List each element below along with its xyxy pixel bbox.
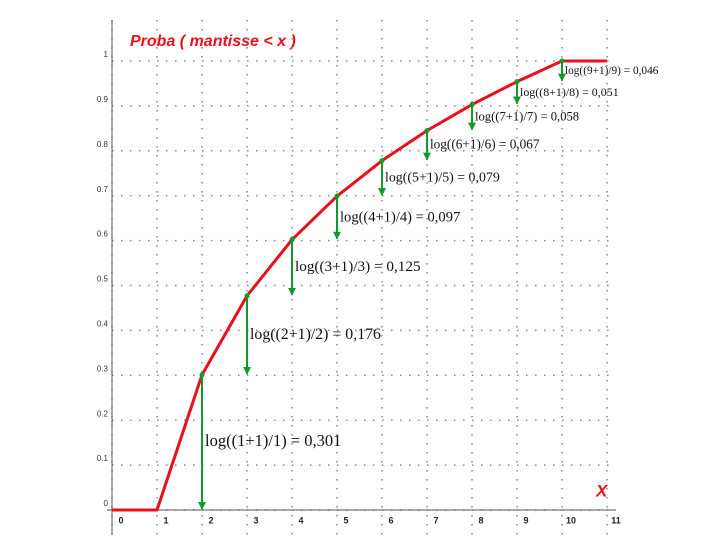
arrow-dot: [559, 58, 565, 64]
arrow-dot: [379, 158, 385, 164]
x-tick-label: 9: [523, 515, 528, 525]
y-tick-label: 0.9: [97, 95, 109, 104]
chart-title: Proba ( mantisse < x ): [130, 33, 296, 50]
annotation: log((5+1)/5) = 0,079: [385, 171, 500, 186]
y-tick-label: 0.8: [97, 140, 109, 149]
y-tick-label: 0: [104, 499, 109, 508]
curve: [112, 59, 607, 512]
y-tick-label: 1: [104, 50, 109, 59]
y-tick-label: 0.5: [97, 275, 109, 284]
annotation: log((9+1)/9) = 0,046: [565, 65, 659, 77]
annotation: log((1+1)/1) = 0,301: [205, 431, 341, 450]
y-tick-label: 0.6: [97, 230, 109, 239]
annotation: log((4+1)/4) = 0,097: [340, 209, 460, 225]
annotation: log((8+1)/8) = 0,051: [520, 85, 619, 99]
y-tick-label: 0.2: [97, 409, 109, 418]
x-axis-label: X: [595, 481, 609, 500]
annotation: log((7+1)/7) = 0,058: [475, 109, 579, 123]
annotation: log((2+1)/2) = 0,176: [250, 326, 381, 343]
y-tick-label: 0.7: [97, 185, 109, 194]
arrow-dot: [289, 237, 295, 243]
x-tick-label: 7: [433, 515, 438, 525]
x-tick-label: 5: [343, 515, 348, 525]
arrow-dot: [514, 79, 520, 85]
annotation: log((3+1)/3) = 0,125: [295, 258, 421, 275]
y-tick-label: 0.1: [97, 454, 109, 463]
x-tick-label: 1: [163, 515, 168, 525]
x-tick-label: 8: [478, 515, 483, 525]
y-tick-label: 0.4: [97, 320, 109, 329]
x-tick-label: 4: [298, 515, 303, 525]
annotation: log((6+1)/6) = 0,067: [430, 137, 540, 152]
x-tick-label: 11: [611, 515, 621, 525]
y-tick-label: 0.3: [97, 364, 109, 373]
arrow-dot: [244, 293, 250, 299]
arrow-dot: [334, 193, 340, 199]
arrow-dot: [424, 128, 430, 134]
x-tick-label: 0: [118, 515, 123, 525]
x-tick-label: 3: [253, 515, 258, 525]
arrow-dot: [199, 372, 205, 378]
x-tick-label: 10: [566, 515, 576, 525]
x-tick-label: 6: [388, 515, 393, 525]
x-tick-label: 2: [208, 515, 213, 525]
arrow-dot: [469, 102, 475, 108]
